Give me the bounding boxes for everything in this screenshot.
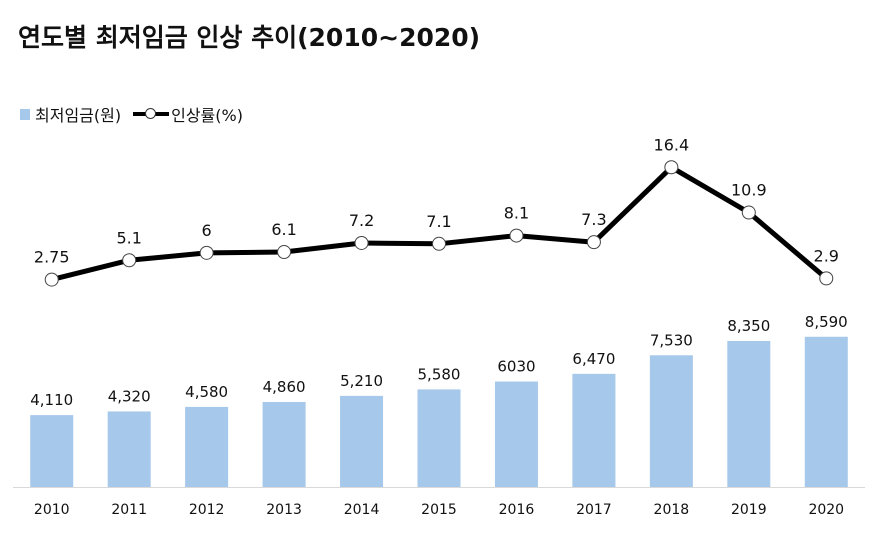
rate-point-2010 bbox=[44, 272, 59, 287]
bar-label-2013: 4,860 bbox=[263, 378, 306, 396]
bar-label-2015: 5,580 bbox=[418, 365, 461, 383]
legend-line-swatch bbox=[133, 108, 170, 120]
legend-item-rate: 인상률(%) bbox=[133, 102, 243, 126]
bar-label-2020: 8,590 bbox=[805, 313, 848, 331]
x-tick-2014: 2014 bbox=[344, 502, 380, 518]
rate-point-2015 bbox=[432, 236, 446, 251]
bar-label-2010: 4,110 bbox=[30, 391, 73, 409]
bar-label-2012: 4,580 bbox=[185, 383, 228, 401]
legend-item-wage: 최저임금(원) bbox=[20, 102, 121, 126]
rate-label-2014: 7.2 bbox=[349, 211, 374, 230]
bar-label-2018: 7,530 bbox=[650, 331, 693, 349]
x-tick-2011: 2011 bbox=[111, 502, 147, 518]
rate-point-2020 bbox=[819, 271, 834, 286]
bar-label-2011: 4,320 bbox=[108, 387, 151, 405]
bar-label-2019: 8,350 bbox=[727, 317, 770, 335]
rate-point-2016 bbox=[509, 228, 524, 243]
x-tick-2020: 2020 bbox=[808, 502, 844, 518]
rate-label-2016: 8.1 bbox=[504, 204, 529, 223]
x-tick-2010: 2010 bbox=[34, 502, 70, 518]
rate-label-2010: 2.75 bbox=[34, 248, 70, 267]
legend-label-wage: 최저임금(원) bbox=[35, 106, 122, 125]
rate-point-2014 bbox=[354, 235, 369, 250]
rate-point-2018 bbox=[664, 160, 679, 175]
rate-point-2019 bbox=[741, 205, 756, 220]
bar-label-2017: 6,470 bbox=[572, 350, 615, 368]
rate-label-2012: 6 bbox=[202, 221, 212, 240]
rate-point-2012 bbox=[199, 245, 214, 260]
rate-label-2020: 2.9 bbox=[814, 246, 839, 265]
rate-point-2011 bbox=[122, 253, 137, 268]
bar-2010 bbox=[30, 415, 74, 487]
rate-point-2017 bbox=[586, 235, 601, 250]
bar-2015 bbox=[417, 389, 461, 487]
chart-title: 연도별 최저임금 인상 추이(2010~2020) bbox=[18, 23, 481, 52]
bar-label-2016: 6030 bbox=[497, 358, 535, 376]
x-tick-2019: 2019 bbox=[731, 502, 767, 518]
bar-2014 bbox=[340, 395, 384, 487]
x-tick-2015: 2015 bbox=[421, 502, 457, 518]
x-tick-2013: 2013 bbox=[266, 502, 302, 518]
bar-2018 bbox=[649, 355, 693, 487]
legend-bar-swatch bbox=[20, 108, 30, 120]
bar-2013 bbox=[262, 401, 306, 487]
bar-2012 bbox=[185, 406, 229, 487]
rate-label-2013: 6.1 bbox=[271, 220, 296, 239]
bar-2017 bbox=[572, 373, 616, 487]
bar-2019 bbox=[727, 340, 771, 487]
x-tick-2012: 2012 bbox=[189, 502, 225, 518]
x-tick-2018: 2018 bbox=[654, 502, 690, 518]
bar-2020 bbox=[804, 336, 848, 487]
rate-label-2011: 5.1 bbox=[116, 228, 141, 247]
legend: 최저임금(원) 인상률(%) bbox=[20, 102, 255, 126]
rate-label-2017: 7.3 bbox=[581, 210, 606, 229]
x-tick-2017: 2017 bbox=[576, 502, 612, 518]
bar-2016 bbox=[494, 381, 538, 487]
rate-label-2018: 16.4 bbox=[654, 135, 690, 154]
rate-point-2013 bbox=[277, 245, 292, 260]
rate-label-2019: 10.9 bbox=[731, 181, 767, 200]
bar-2011 bbox=[107, 411, 151, 487]
legend-label-rate: 인상률(%) bbox=[171, 106, 243, 125]
x-tick-2016: 2016 bbox=[499, 502, 535, 518]
bar-label-2014: 5,210 bbox=[340, 372, 383, 390]
rate-label-2015: 7.1 bbox=[426, 212, 451, 231]
